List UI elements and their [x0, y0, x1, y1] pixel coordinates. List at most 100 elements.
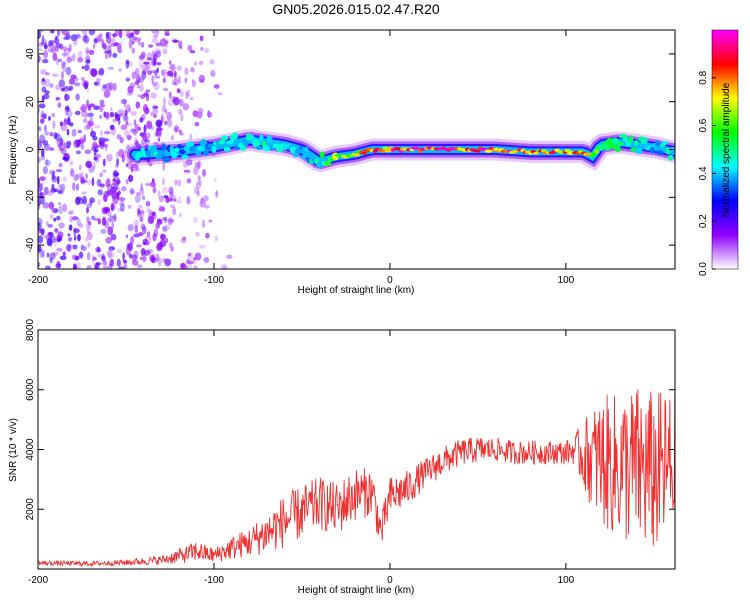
- noise-speckle: [58, 162, 63, 168]
- noise-speckle: [54, 228, 59, 233]
- noise-speckle: [60, 146, 67, 155]
- noise-speckle: [138, 59, 146, 68]
- noise-speckle: [86, 252, 91, 261]
- y-tick-label: 0: [25, 146, 36, 152]
- noise-speckle: [53, 44, 59, 51]
- noise-speckle: [158, 195, 165, 203]
- noise-speckle: [56, 215, 61, 221]
- noise-speckle: [139, 187, 145, 197]
- noise-speckle: [64, 93, 68, 102]
- noise-speckle: [62, 64, 67, 73]
- noise-speckle: [117, 108, 124, 116]
- noise-speckle: [173, 198, 177, 202]
- noise-speckle: [112, 195, 119, 205]
- noise-speckle: [80, 103, 87, 113]
- noise-speckle: [112, 83, 117, 91]
- noise-speckle: [125, 120, 129, 126]
- y-tick-label: 20: [25, 96, 36, 108]
- ridge-blob: [186, 141, 195, 148]
- noise-speckle: [84, 125, 90, 131]
- noise-speckle: [88, 120, 95, 127]
- noise-speckle: [107, 251, 115, 259]
- noise-speckle: [69, 168, 75, 177]
- noise-speckle: [102, 169, 107, 173]
- noise-speckle: [83, 81, 89, 90]
- noise-speckle: [145, 200, 151, 207]
- noise-speckle: [66, 243, 71, 252]
- noise-speckle: [215, 190, 219, 198]
- noise-speckle: [44, 159, 51, 167]
- chart-title: GN05.2026.015.02.47.R20: [272, 1, 440, 17]
- noise-speckle: [48, 201, 55, 210]
- noise-speckle: [132, 130, 138, 136]
- noise-speckle: [82, 195, 88, 205]
- noise-speckle: [66, 116, 71, 126]
- noise-speckle: [131, 71, 137, 80]
- noise-speckle: [160, 69, 165, 76]
- noise-speckle: [62, 203, 68, 213]
- noise-speckle: [85, 112, 88, 121]
- noise-speckle: [162, 37, 166, 42]
- noise-speckle: [38, 202, 41, 210]
- ridge-blob: [635, 147, 643, 155]
- noise-speckle: [88, 49, 95, 55]
- ridge-blob: [149, 145, 158, 153]
- ridge-blob: [352, 153, 361, 157]
- noise-speckle: [62, 86, 69, 92]
- noise-speckle: [98, 67, 105, 76]
- noise-speckle: [189, 96, 194, 101]
- noise-speckle: [130, 189, 136, 195]
- ridge-blob: [415, 146, 420, 150]
- noise-speckle: [94, 154, 102, 158]
- noise-speckle: [38, 183, 44, 192]
- noise-speckle: [152, 186, 157, 194]
- noise-speckle: [56, 30, 61, 37]
- noise-speckle: [125, 163, 129, 168]
- noise-speckle: [67, 233, 71, 237]
- noise-speckle: [58, 142, 63, 151]
- ridge-blob: [380, 149, 386, 153]
- noise-speckle: [111, 37, 116, 43]
- noise-speckle: [102, 43, 107, 50]
- noise-speckle: [149, 181, 157, 188]
- noise-speckle: [94, 246, 101, 253]
- noise-speckle: [207, 110, 211, 118]
- noise-speckle: [51, 73, 59, 77]
- noise-speckle: [83, 35, 90, 44]
- noise-speckle: [143, 249, 151, 256]
- noise-speckle: [41, 154, 46, 161]
- x-tick-label: 0: [387, 275, 393, 286]
- noise-speckle: [161, 104, 167, 113]
- noise-speckle: [135, 244, 142, 248]
- noise-speckle: [69, 209, 75, 215]
- noise-speckle: [38, 30, 41, 40]
- noise-speckle: [116, 190, 122, 196]
- noise-speckle: [194, 121, 200, 127]
- ridge-blob: [195, 150, 202, 156]
- noise-speckle: [45, 221, 49, 226]
- noise-speckle: [77, 234, 81, 242]
- noise-speckle: [38, 200, 41, 207]
- noise-speckle: [168, 60, 172, 65]
- noise-speckle: [80, 143, 85, 151]
- ridge-blob: [177, 143, 183, 149]
- noise-speckle: [157, 137, 161, 142]
- noise-speckle: [62, 30, 67, 36]
- noise-speckle: [117, 117, 121, 126]
- noise-speckle: [116, 248, 123, 254]
- ridge-blob: [304, 146, 309, 153]
- noise-speckle: [128, 40, 133, 49]
- spectrogram-x-ticks: -200 -100 0 100: [28, 30, 575, 286]
- noise-speckle: [186, 258, 191, 265]
- noise-speckle: [154, 48, 162, 55]
- noise-speckle: [65, 110, 73, 118]
- noise-speckle: [60, 183, 66, 190]
- noise-speckle: [70, 74, 77, 79]
- noise-speckle: [118, 197, 126, 202]
- y-tick-label: 6000: [25, 378, 36, 401]
- noise-speckle: [198, 244, 206, 249]
- x-tick-label: -200: [28, 575, 48, 586]
- noise-speckle: [99, 33, 103, 38]
- noise-speckle: [64, 108, 69, 116]
- noise-speckle: [144, 108, 148, 115]
